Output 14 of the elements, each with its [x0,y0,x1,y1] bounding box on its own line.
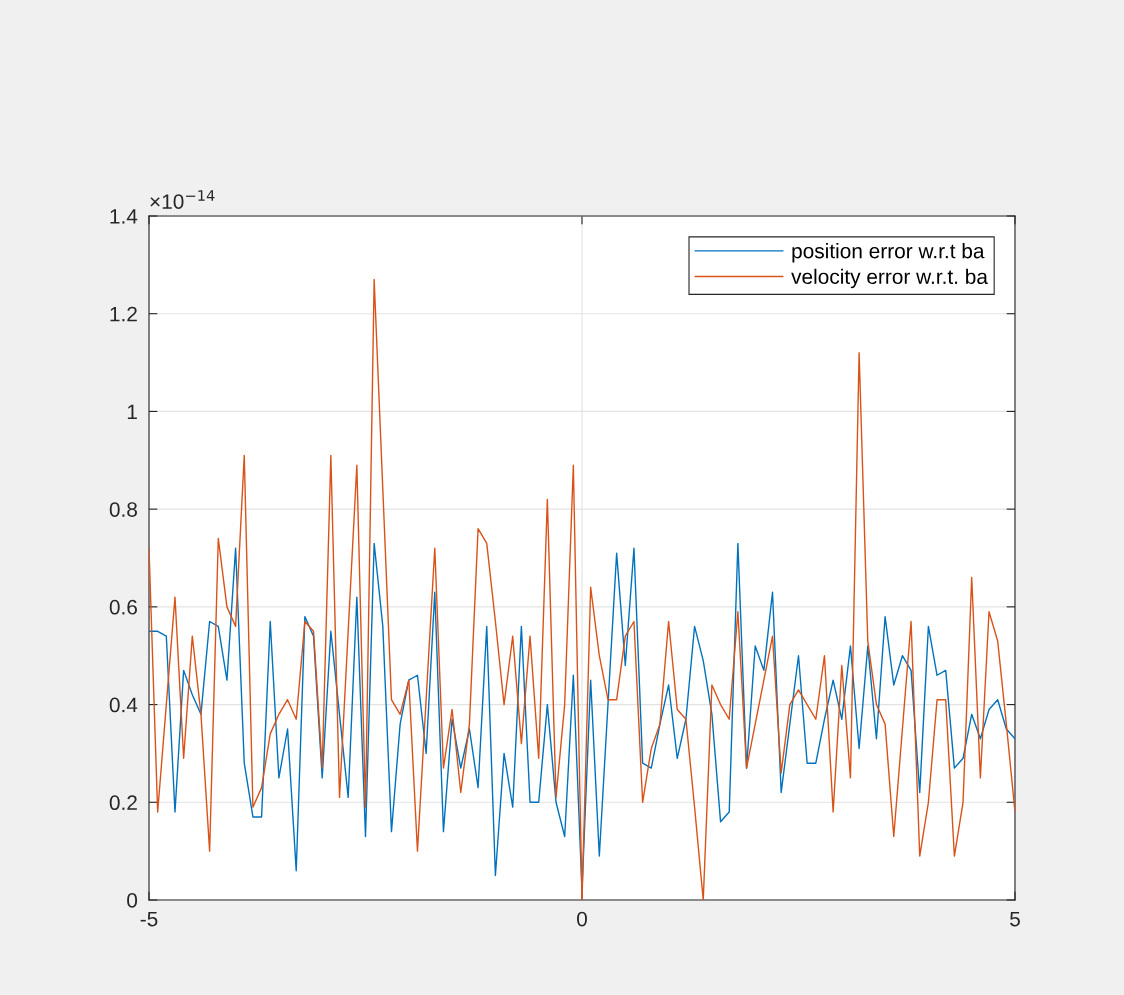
y-tick-label: 0.4 [109,697,138,713]
y-tick-label: 0 [127,893,138,908]
y-tick-label: 0.8 [109,502,137,517]
legend-label: position error w.r.t ba [792,243,985,263]
y-tick-label: 1 [127,404,137,419]
y-tick-label: 1.4 [110,209,138,224]
y-tick-label: 0.2 [109,795,137,811]
y-tick-label: 0.6 [109,599,137,615]
x-tick-label: -5 [140,911,158,927]
text: ×10$^{−14}$ [150,190,215,209]
legend-label: velocity error w.r.t. ba [791,268,988,289]
y-tick-label: 1.2 [110,306,137,322]
x-tick-label: 5 [1010,911,1020,927]
x-tick-label: 0 [577,911,587,927]
